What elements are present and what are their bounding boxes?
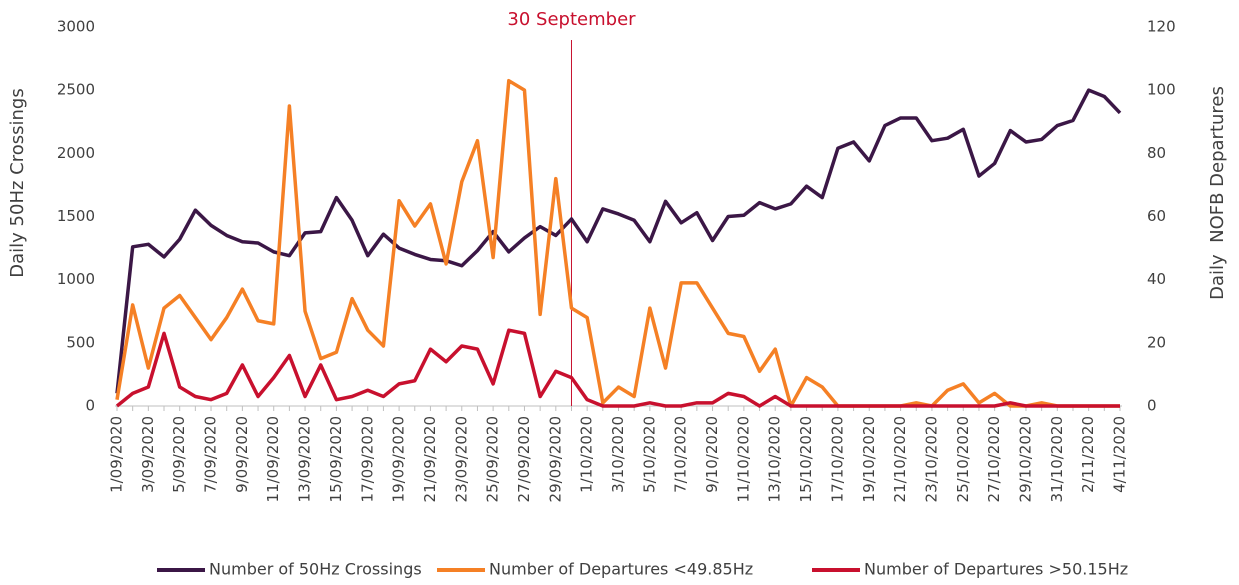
legend-label: Number of 50Hz Crossings [209,560,422,579]
y2-tick-label: 20 [1147,333,1166,351]
y-tick-label: 1000 [57,270,95,288]
y2-tick-label: 120 [1147,18,1176,36]
annotation: 30 September [507,9,636,30]
x-tick-label: 29/09/2020 [546,416,564,502]
x-tick-label: 15/10/2020 [797,416,815,502]
annotation-bg [491,6,652,34]
x-tick-label: 25/09/2020 [484,416,502,502]
x-tick-label: 17/10/2020 [828,416,846,502]
y-axis-title: Daily 50Hz Crossings [7,88,28,277]
x-tick-label: 31/10/2020 [1048,416,1066,502]
x-tick-label: 4/11/2020 [1111,416,1129,493]
x-tick-label: 21/10/2020 [891,416,909,502]
y2-tick-label: 60 [1147,207,1166,225]
x-tick-label: 27/10/2020 [985,416,1003,502]
legend-label: Number of Departures <49.85Hz [489,560,753,579]
x-tick-label: 13/10/2020 [766,416,784,502]
x-tick-label: 1/10/2020 [578,416,596,493]
x-tick-label: 1/09/2020 [108,416,126,493]
y-tick-label: 2500 [57,81,95,99]
x-tick-label: 19/09/2020 [390,416,408,502]
x-tick-label: 27/09/2020 [515,416,533,502]
legend-label: Number of Departures >50.15Hz [864,560,1128,579]
series-line [115,78,1120,408]
x-tick-label: 11/10/2020 [734,416,752,502]
y-tick-label: 1500 [57,207,95,225]
x-tick-label: 23/10/2020 [922,416,940,502]
x-tick-label: 15/09/2020 [327,416,345,502]
x-tick-label: 5/10/2020 [640,416,658,493]
x-tick-label: 9/10/2020 [703,416,721,493]
y2-axis-title: Daily NOFB Departures [1207,86,1228,300]
y-tick-label: 3000 [57,18,95,36]
series-line [115,328,1120,408]
series-line [115,88,1122,394]
x-tick-label: 17/09/2020 [358,416,376,502]
x-tick-label: 2/11/2020 [1079,416,1097,493]
y-tick-label: 500 [66,333,95,351]
y-tick-label: 0 [85,397,95,415]
x-tick-label: 7/09/2020 [202,416,220,493]
x-tick-label: 9/09/2020 [233,416,251,493]
x-tick-label: 23/09/2020 [452,416,470,502]
x-tick-label: 11/09/2020 [264,416,282,502]
x-tick-label: 21/09/2020 [421,416,439,502]
x-tick-label: 3/09/2020 [139,416,157,493]
y2-tick-label: 80 [1147,144,1166,162]
x-tick-label: 5/09/2020 [170,416,188,493]
y2-tick-label: 40 [1147,270,1166,288]
x-tick-label: 29/10/2020 [1016,416,1034,502]
y-tick-label: 2000 [57,144,95,162]
x-tick-label: 13/09/2020 [296,416,314,502]
x-tick-label: 7/10/2020 [672,416,690,493]
y2-tick-label: 100 [1147,81,1176,99]
x-tick-label: 25/10/2020 [954,416,972,502]
x-tick-label: 3/10/2020 [609,416,627,493]
x-tick-label: 19/10/2020 [860,416,878,502]
y2-tick-label: 0 [1147,397,1157,415]
